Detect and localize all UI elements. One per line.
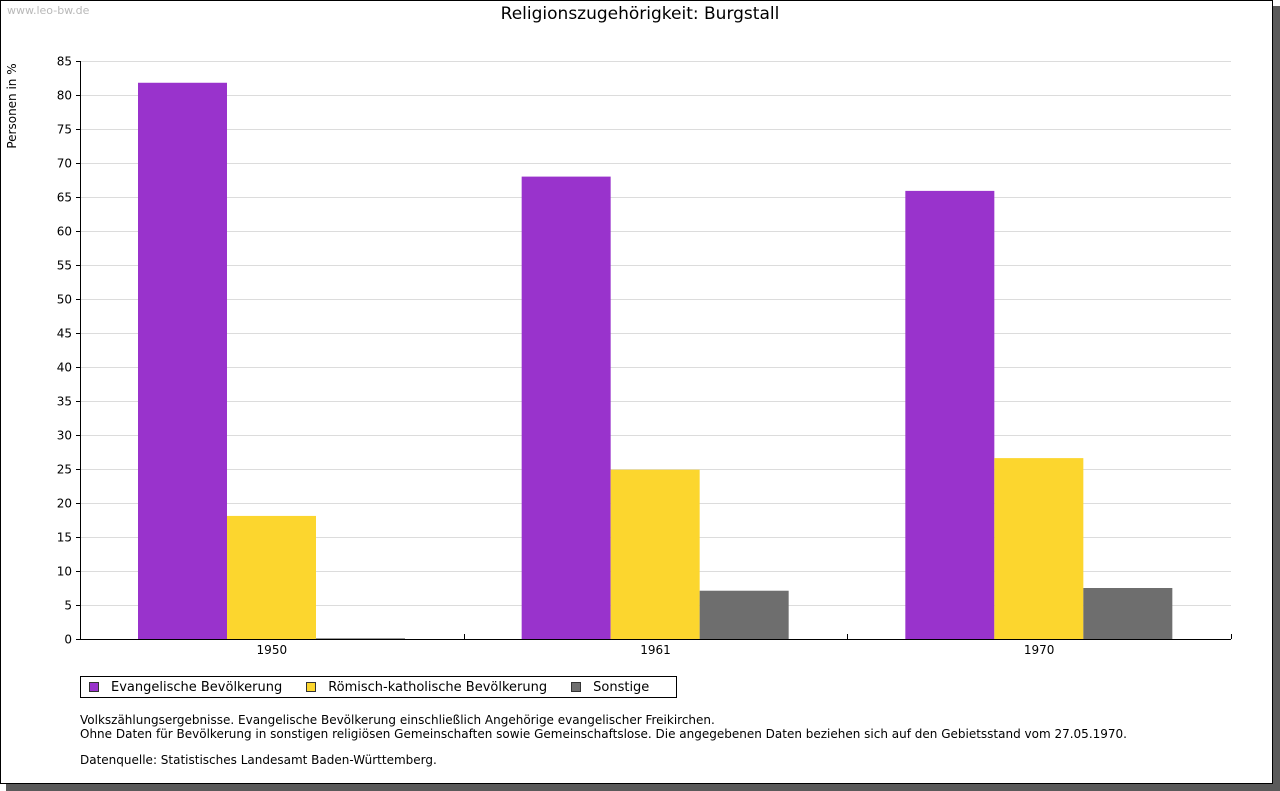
bar	[521, 176, 611, 639]
bar	[138, 82, 227, 639]
y-tick-label: 60	[57, 225, 72, 239]
legend-label-sonstige: Sonstige	[593, 679, 650, 695]
y-tick-label: 45	[57, 327, 72, 341]
bar	[1083, 588, 1173, 639]
legend-item-evangelisch: Evangelische Bevölkerung	[89, 680, 282, 695]
bar	[699, 590, 789, 639]
legend-label-evangelisch: Evangelische Bevölkerung	[111, 679, 283, 695]
y-tick-label: 0	[64, 633, 72, 647]
frame-shadow-bottom	[6, 784, 1280, 791]
data-source: Datenquelle: Statistisches Landesamt Bad…	[80, 753, 437, 767]
bar	[994, 458, 1084, 639]
y-tick-label: 10	[57, 565, 72, 579]
y-tick-label: 55	[57, 259, 72, 273]
y-tick-label: 50	[57, 293, 72, 307]
bar	[227, 515, 316, 639]
y-tick-label: 85	[57, 55, 72, 69]
note-line-1: Volkszählungsergebnisse. Evangelische Be…	[80, 713, 715, 727]
legend-swatch-sonstige	[571, 682, 582, 692]
y-tick-label: 75	[57, 123, 72, 137]
legend-item-sonstige: Sonstige	[571, 680, 649, 695]
notes: Volkszählungsergebnisse. Evangelische Be…	[80, 713, 1127, 767]
y-tick-label: 15	[57, 531, 72, 545]
x-tick-label: 1950	[257, 643, 288, 657]
y-tick-label: 65	[57, 191, 72, 205]
y-tick-label: 5	[64, 599, 72, 613]
bar-chart: 0 5 10 15 20 25 30 35 40 45 50 55 60 65 70 75 80 85 1950 19…	[57, 55, 1232, 657]
y-tick-label: 80	[57, 89, 72, 103]
y-tick-label: 20	[57, 497, 72, 511]
y-tick-label: 25	[57, 463, 72, 477]
legend-swatch-evangelisch	[89, 682, 99, 692]
legend-swatch-katholisch	[306, 682, 317, 692]
bar	[610, 469, 700, 639]
bar	[316, 638, 405, 639]
legend: Evangelische Bevölkerung Römisch-katholi…	[80, 676, 677, 698]
chart-title: Religionszugehörigkeit: Burgstall	[500, 4, 780, 24]
bar	[905, 190, 995, 639]
note-line-2: Ohne Daten für Bevölkerung in sonstigen …	[80, 727, 1127, 741]
y-tick-label: 70	[57, 157, 72, 171]
y-tick-label: 35	[57, 395, 72, 409]
x-tick-label: 1970	[1024, 643, 1055, 657]
legend-label-katholisch: Römisch-katholische Bevölkerung	[328, 679, 548, 695]
y-tick-label: 30	[57, 429, 72, 443]
frame-shadow-right	[1273, 6, 1280, 791]
y-tick-label: 40	[57, 361, 72, 375]
legend-item-katholisch: Römisch-katholische Bevölkerung	[306, 680, 547, 695]
watermark: www.leo-bw.de	[7, 4, 90, 17]
x-tick-label: 1961	[640, 643, 671, 657]
